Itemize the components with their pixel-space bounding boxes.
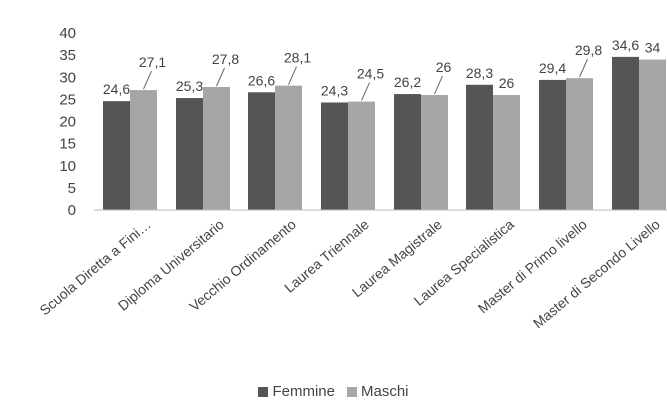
data-label-femmine: 24,3 xyxy=(321,82,348,98)
data-label-femmine: 29,4 xyxy=(539,60,566,76)
y-tick-label: 35 xyxy=(59,47,76,64)
bar-maschi xyxy=(421,94,448,210)
bar-femmine xyxy=(394,94,421,210)
y-tick-label: 10 xyxy=(59,158,76,175)
bar-femmine xyxy=(612,56,639,210)
data-label-maschi: 24,5 xyxy=(357,66,384,82)
bar-maschi xyxy=(566,78,593,210)
y-tick-label: 15 xyxy=(59,136,76,153)
legend: Femmine Maschi xyxy=(0,384,667,399)
data-label-maschi: 34 xyxy=(645,40,661,56)
leader-line xyxy=(361,82,370,101)
leader-line xyxy=(579,58,588,78)
legend-item-femmine: Femmine xyxy=(258,384,335,399)
bar-femmine xyxy=(539,79,566,210)
legend-label-femmine: Femmine xyxy=(272,383,335,400)
y-tick-label: 25 xyxy=(59,91,76,108)
bars xyxy=(103,56,666,210)
y-tick-label: 30 xyxy=(59,69,76,86)
bar-femmine xyxy=(321,102,348,210)
leader-line xyxy=(216,67,225,87)
data-label-maschi: 27,1 xyxy=(139,54,166,70)
bar-femmine xyxy=(466,84,493,210)
legend-swatch-maschi xyxy=(347,386,357,397)
bar-maschi xyxy=(130,90,157,210)
legend-item-maschi: Maschi xyxy=(347,384,409,399)
data-label-femmine: 28,3 xyxy=(466,65,493,81)
data-label-femmine: 24,6 xyxy=(103,81,130,97)
leader-line xyxy=(288,66,297,85)
data-label-maschi: 26 xyxy=(436,59,452,75)
data-label-femmine: 34,6 xyxy=(612,37,639,53)
data-labels: 24,6 25,3 26,6 24,3 26,2 28,3 29,4 34,6 27,1 27,8… xyxy=(103,37,661,101)
bar-maschi xyxy=(493,94,520,210)
data-label-maschi: 26 xyxy=(499,75,515,91)
bar-maschi xyxy=(203,86,230,210)
legend-label-maschi: Maschi xyxy=(361,383,409,400)
y-tick-label: 5 xyxy=(68,180,76,197)
bar-femmine xyxy=(176,98,203,210)
x-axis: Scuola Diretta a Fini…Diploma Universita… xyxy=(36,209,667,331)
legend-swatch-femmine xyxy=(258,386,269,397)
y-tick-label: 20 xyxy=(59,114,76,131)
data-label-femmine: 25,3 xyxy=(176,78,203,94)
data-label-maschi: 29,8 xyxy=(575,42,602,58)
y-tick-label: 40 xyxy=(59,25,76,42)
data-label-maschi: 27,8 xyxy=(212,51,239,67)
y-axis: 0 5 10 15 20 25 30 35 40 xyxy=(59,25,76,219)
leader-line xyxy=(143,70,152,90)
data-label-maschi: 28,1 xyxy=(284,50,311,66)
leader-line xyxy=(434,75,443,95)
bar-femmine xyxy=(103,101,130,210)
bar-maschi xyxy=(275,85,302,210)
x-tick-label: Master di Secondo Livello xyxy=(530,216,663,331)
data-label-femmine: 26,2 xyxy=(394,74,421,90)
bar-maschi xyxy=(348,101,375,210)
bar-maschi xyxy=(639,59,666,210)
data-label-femmine: 26,6 xyxy=(248,72,275,88)
bar-femmine xyxy=(248,92,275,210)
y-tick-label: 0 xyxy=(68,202,76,219)
